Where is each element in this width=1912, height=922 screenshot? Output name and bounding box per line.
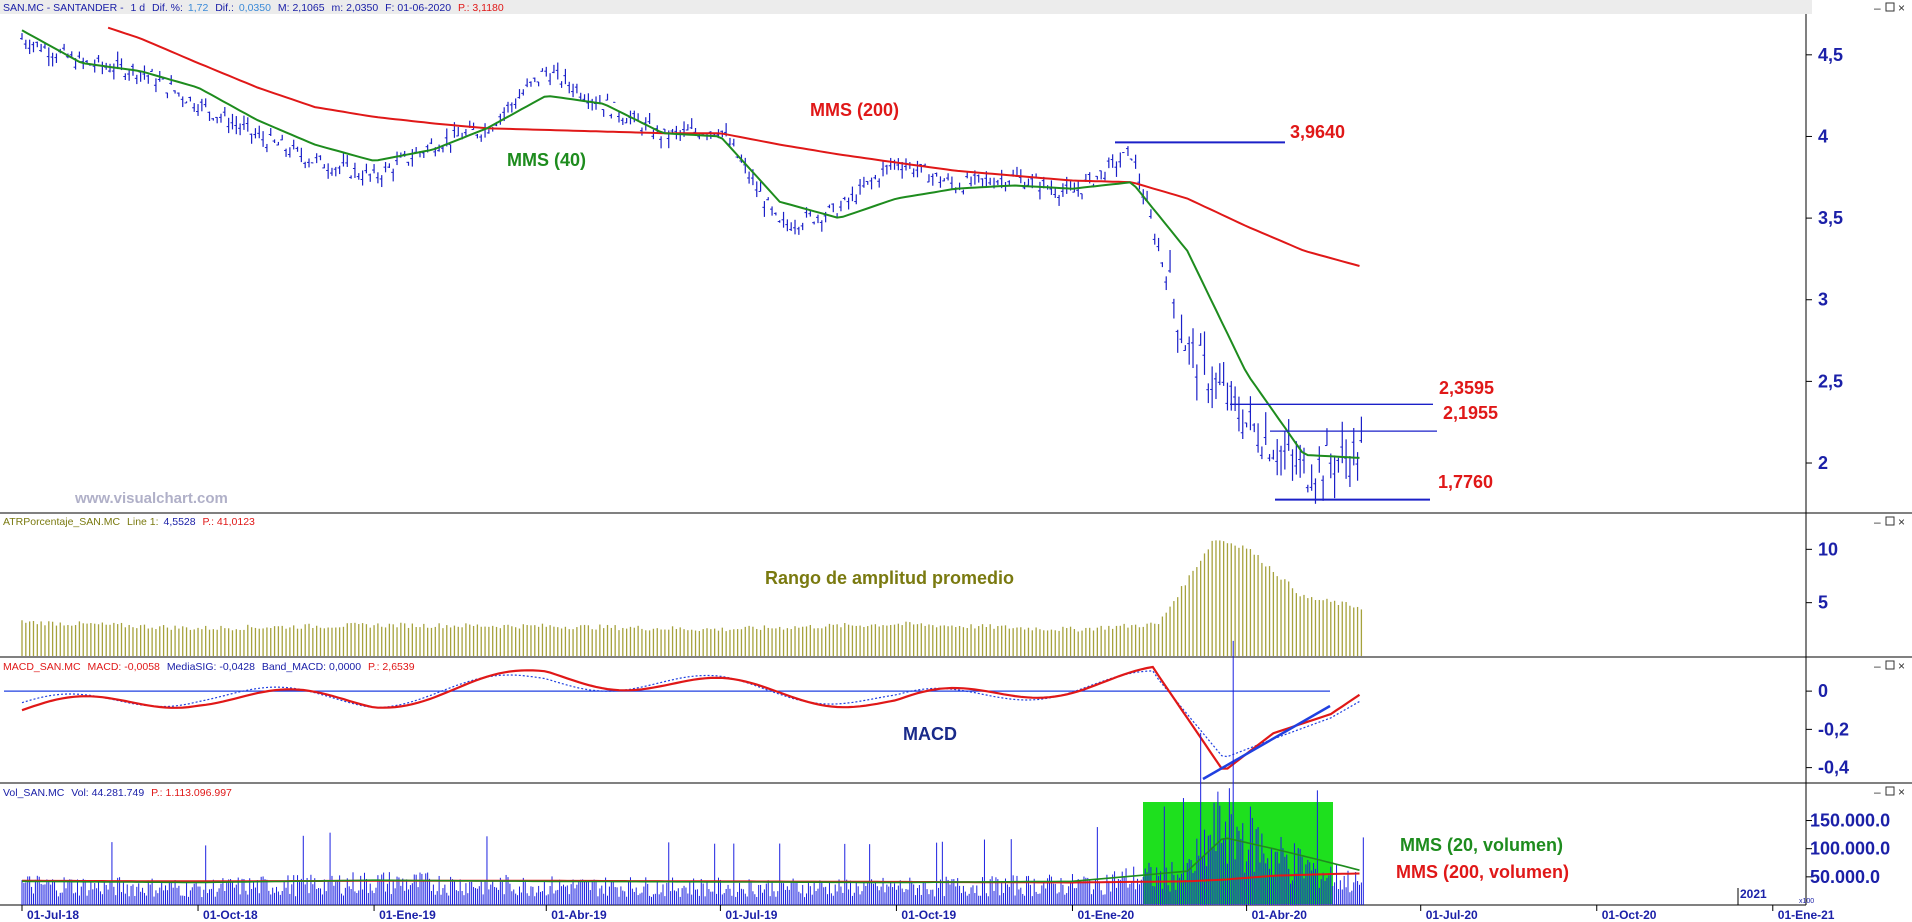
- price-axis-label: 4,5: [1818, 45, 1843, 65]
- macd-trendline: [1202, 704, 1331, 781]
- price-header-difpct: 1,72: [188, 2, 209, 14]
- volume-header-vol: Vol: 44.281.749: [71, 787, 144, 799]
- macd-header-macd: MACD: -0,0058: [88, 661, 161, 673]
- price-header-bar: [0, 0, 1812, 14]
- maximize-icon[interactable]: [1885, 516, 1895, 526]
- macd-window-controls[interactable]: – ×: [1874, 659, 1905, 673]
- mms40-line: [21, 29, 1360, 459]
- price-axis-label: 3,5: [1818, 208, 1843, 228]
- x-axis-label: 01-Ene-20: [1077, 908, 1134, 922]
- price-axis-label: 2: [1818, 453, 1828, 473]
- x-axis-label: 01-Jul-20: [1426, 908, 1478, 922]
- atr-header-line-label: Line 1:: [127, 516, 159, 528]
- volume-axis-label: 100.000.0: [1810, 839, 1890, 859]
- level-2-label: 2,3595: [1439, 378, 1494, 398]
- volume-header-name: Vol_SAN.MC: [3, 787, 65, 799]
- atr-header-p: P.: 41,0123: [203, 516, 256, 528]
- macd-axis-label: -0,2: [1818, 719, 1849, 739]
- macd-header-signal: MediaSIG: -0,0428: [167, 661, 255, 673]
- price-axis-label: 3: [1818, 290, 1828, 310]
- x-axis-label: 01-Jul-19: [725, 908, 777, 922]
- x-axis-label: 01-Ene-19: [379, 908, 436, 922]
- price-axis-label: 4: [1818, 126, 1828, 146]
- price-header-p: P.: 3,1180: [458, 2, 504, 14]
- price-header: SAN.MC - SANTANDER - 1 d Dif. %: 1,72 Di…: [3, 2, 504, 14]
- volume-panel: Vol_SAN.MC Vol: 44.281.749 P.: 1.113.096…: [3, 787, 232, 799]
- price-header-period: 1 d: [130, 2, 145, 14]
- x-axis-label: 01-Abr-20: [1252, 908, 1308, 922]
- close-icon[interactable]: ×: [1898, 515, 1905, 529]
- macd-header-p: P.: 2,6539: [368, 661, 415, 673]
- atr-axis-label: 10: [1818, 539, 1838, 559]
- atr-header: ATRPorcentaje_SAN.MC Line 1: 4,5528 P.: …: [3, 516, 255, 528]
- price-header-difpct-label: Dif. %:: [152, 2, 183, 14]
- volume-axis-label: 150.000.0: [1810, 811, 1890, 831]
- x-axis-label: 01-Abr-19: [551, 908, 607, 922]
- close-icon[interactable]: ×: [1898, 785, 1905, 799]
- macd-panel: MACD_SAN.MC MACD: -0,0058 MediaSIG: -0,0…: [0, 661, 1912, 784]
- atr-window-controls[interactable]: – ×: [1874, 515, 1905, 529]
- x-axis-label: 01-Jul-18: [27, 908, 79, 922]
- mms40-label: MMS (40): [507, 150, 586, 170]
- atr-label: Rango de amplitud promedio: [765, 568, 1014, 588]
- price-header-dif-label: Dif.:: [215, 2, 234, 14]
- maximize-icon[interactable]: [1885, 660, 1895, 670]
- macd-line: [21, 665, 1361, 770]
- atr-panel: ATRPorcentaje_SAN.MC Line 1: 4,5528 P.: …: [0, 516, 1912, 658]
- price-axis-label: 2,5: [1818, 371, 1843, 391]
- price-panel: SAN.MC - SANTANDER - 1 d Dif. %: 1,72 Di…: [0, 0, 1912, 514]
- macd-signal-line: [21, 670, 1360, 758]
- x-axis-label: 01-Oct-20: [1602, 908, 1657, 922]
- price-header-min: m: 2,0350: [331, 2, 378, 14]
- macd-label: MACD: [903, 724, 957, 744]
- volume-highlight-box: [1143, 802, 1333, 904]
- macd-header-name: MACD_SAN.MC: [3, 661, 81, 673]
- level-high-label: 3,9640: [1290, 122, 1345, 142]
- atr-header-name: ATRPorcentaje_SAN.MC: [3, 516, 121, 528]
- minimize-icon[interactable]: –: [1874, 659, 1881, 673]
- close-icon[interactable]: ×: [1898, 659, 1905, 673]
- price-header-symbol: SAN.MC - SANTANDER -: [3, 2, 124, 14]
- year-marker: 2021: [1740, 887, 1767, 901]
- macd-header: MACD_SAN.MC MACD: -0,0058 MediaSIG: -0,0…: [3, 661, 415, 673]
- volume-axis-label: 50.000.0: [1810, 867, 1880, 887]
- macd-header-band: Band_MACD: 0,0000: [262, 661, 361, 673]
- x-axis-label: 01-Oct-18: [203, 908, 258, 922]
- minimize-icon[interactable]: –: [1874, 785, 1881, 799]
- scale-marker: x100: [1799, 898, 1814, 905]
- level-3-label: 2,1955: [1443, 403, 1498, 423]
- volume-header: Vol_SAN.MC Vol: 44.281.749 P.: 1.113.096…: [3, 787, 232, 799]
- macd-axis-label: -0,4: [1818, 758, 1849, 778]
- level-low-label: 1,7760: [1438, 472, 1493, 492]
- plot-layer: 4,5 4 3,5 3 2,5 2 10 5 0 -0,2 -0,4 150.000.0 100.000…: [4, 26, 1890, 922]
- minimize-icon[interactable]: –: [1874, 515, 1881, 529]
- x-axis-label: 01-Ene-21: [1778, 908, 1835, 922]
- price-header-max: M: 2,1065: [278, 2, 325, 14]
- atr-axis-label: 5: [1818, 593, 1828, 613]
- volume-window-controls[interactable]: – ×: [1874, 785, 1905, 799]
- maximize-icon[interactable]: [1885, 786, 1895, 796]
- atr-header-line-value: 4,5528: [163, 516, 195, 528]
- mms200-label: MMS (200): [810, 100, 899, 120]
- close-icon[interactable]: ×: [1898, 1, 1905, 15]
- price-header-date: F: 01-06-2020: [385, 2, 451, 14]
- mms200-line: [107, 26, 1360, 267]
- watermark: www.visualchart.com: [74, 490, 228, 507]
- volume-mms20-line: [21, 837, 1360, 884]
- volume-mms20-label: MMS (20, volumen): [1400, 835, 1563, 855]
- price-window-controls[interactable]: – ×: [1874, 1, 1905, 15]
- x-axis-label: 01-Oct-19: [901, 908, 956, 922]
- volume-mms200-label: MMS (200, volumen): [1396, 862, 1569, 882]
- macd-axis-label: 0: [1818, 681, 1828, 701]
- price-header-dif: 0,0350: [239, 2, 271, 14]
- maximize-icon[interactable]: [1885, 2, 1895, 12]
- minimize-icon[interactable]: –: [1874, 1, 1881, 15]
- volume-header-p: P.: 1.113.096.997: [151, 787, 232, 799]
